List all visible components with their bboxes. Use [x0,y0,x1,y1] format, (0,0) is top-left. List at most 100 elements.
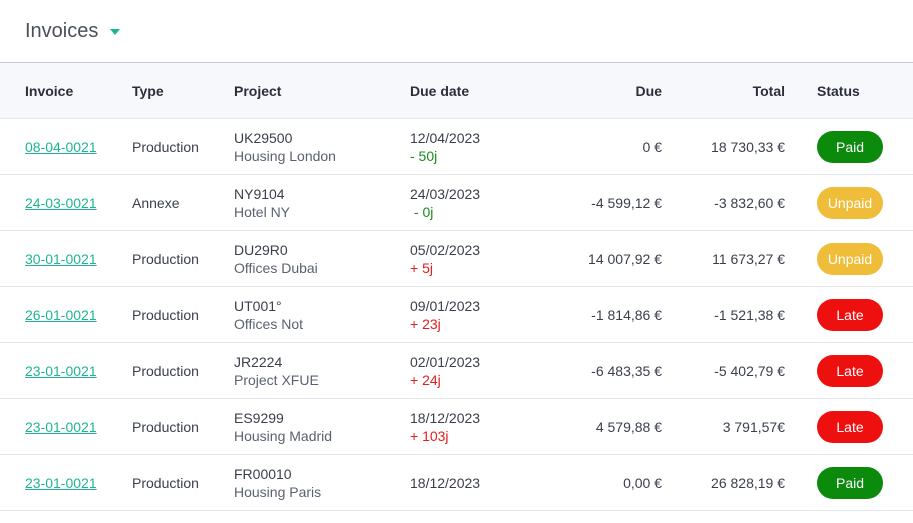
page-title: Invoices [25,19,99,42]
project-cell: UT001° Offices Not [234,297,410,333]
total-amount: 3 791,57€ [722,418,785,435]
invoice-cell: 30-01-0021 [0,251,132,267]
type-cell: Production [132,251,234,267]
invoice-link[interactable]: 23-01-0021 [25,418,97,435]
due-delta: + 24j [410,371,441,388]
due-date: 09/01/2023 [410,297,481,314]
due-date-cell: 02/01/2023 + 24j [410,353,520,389]
due-delta: + 23j [410,315,441,332]
table-row[interactable]: 23-01-0021 Production JR2224 Project XFUE 02… [0,343,913,399]
type-text: Production [132,362,199,379]
project-name: Offices Not [234,315,303,332]
status-badge: Unpaid [817,186,883,219]
project-cell: ES9299 Housing Madrid [234,409,410,445]
due-delta: + 103j [410,427,449,444]
due-delta: - 0j [410,203,434,220]
status-badge: Late [817,410,883,443]
table-row[interactable]: 24-03-0021 Annexe NY9104 Hotel NY 24/03/2023… [0,175,913,231]
due-amount: -1 814,86 € [591,306,662,323]
due-date: 18/12/2023 [410,409,481,426]
table-body: 08-04-0021 Production UK29500 Housing Londo… [0,119,913,511]
status-cell: Late [785,354,883,387]
table-row[interactable]: 23-01-0021 Production FR00010 Housing Paris… [0,455,913,511]
status-cell: Paid [785,466,883,499]
column-header-invoice[interactable]: Invoice [25,82,74,99]
column-header-due[interactable]: Due [635,82,662,99]
due-delta: + 5j [410,259,433,276]
project-cell: DU29R0 Offices Dubai [234,241,410,277]
page-header: Invoices [0,0,913,63]
due-amount: 0,00 € [623,474,662,491]
invoice-cell: 23-01-0021 [0,363,132,379]
due-date-cell: 18/12/2023 [410,474,520,492]
due-date-cell: 24/03/2023 - 0j [410,185,520,221]
total-amount: 26 828,19 € [711,474,785,491]
project-code: ES9299 [234,409,284,426]
status-badge: Paid [817,130,883,163]
table-row[interactable]: 26-01-0021 Production UT001° Offices Not 09/… [0,287,913,343]
due-date-cell: 05/02/2023 + 5j [410,241,520,277]
project-cell: JR2224 Project XFUE [234,353,410,389]
project-cell: FR00010 Housing Paris [234,465,410,501]
type-cell: Production [132,307,234,323]
invoice-link[interactable]: 23-01-0021 [25,474,97,491]
project-name: Housing Madrid [234,427,333,444]
project-name: Project XFUE [234,371,319,388]
table-header: Invoice Type Project Due date Due Total … [0,63,913,119]
column-header-due-date[interactable]: Due date [410,82,470,99]
project-code: UK29500 [234,129,293,146]
due-delta: - 50j [410,147,438,164]
status-cell: Late [785,298,883,331]
invoice-cell: 26-01-0021 [0,307,132,323]
column-header-status[interactable]: Status [817,82,860,99]
chevron-down-icon[interactable] [110,29,121,35]
type-text: Production [132,306,199,323]
table-row[interactable]: 08-04-0021 Production UK29500 Housing Londo… [0,119,913,175]
due-amount: -6 483,35 € [591,362,662,379]
invoice-link[interactable]: 30-01-0021 [25,250,97,267]
invoice-link[interactable]: 26-01-0021 [25,306,97,323]
project-code: FR00010 [234,465,292,482]
invoice-cell: 24-03-0021 [0,195,132,211]
due-date: 02/01/2023 [410,353,481,370]
status-cell: Unpaid [785,242,883,275]
project-cell: NY9104 Hotel NY [234,185,410,221]
due-amount: 4 579,88 € [595,418,662,435]
invoice-link[interactable]: 23-01-0021 [25,362,97,379]
due-date: 24/03/2023 [410,185,481,202]
project-name: Hotel NY [234,203,291,220]
status-badge: Late [817,298,883,331]
status-cell: Unpaid [785,186,883,219]
status-badge: Late [817,354,883,387]
column-header-project[interactable]: Project [234,82,282,99]
table-row[interactable]: 30-01-0021 Production DU29R0 Offices Dubai 0… [0,231,913,287]
project-code: NY9104 [234,185,285,202]
total-amount: 18 730,33 € [711,138,785,155]
project-name: Housing London [234,147,336,164]
invoice-cell: 23-01-0021 [0,419,132,435]
invoice-link[interactable]: 08-04-0021 [25,138,97,155]
due-amount: 14 007,92 € [588,250,662,267]
type-cell: Production [132,363,234,379]
project-cell: UK29500 Housing London [234,129,410,165]
due-date: 05/02/2023 [410,241,481,258]
type-text: Production [132,418,199,435]
due-date: 18/12/2023 [410,474,481,491]
type-cell: Production [132,475,234,491]
invoice-cell: 23-01-0021 [0,475,132,491]
type-text: Annexe [132,194,180,211]
total-amount: -1 521,38 € [714,306,785,323]
due-date-cell: 18/12/2023 + 103j [410,409,520,445]
column-header-type[interactable]: Type [132,82,164,99]
column-header-total[interactable]: Total [752,82,785,99]
table-row[interactable]: 23-01-0021 Production ES9299 Housing Madrid… [0,399,913,455]
type-cell: Production [132,419,234,435]
total-amount: 11 673,27 € [712,250,785,267]
status-badge: Paid [817,466,883,499]
project-name: Housing Paris [234,483,322,500]
total-amount: -3 832,60 € [714,194,785,211]
status-cell: Paid [785,130,883,163]
invoice-link[interactable]: 24-03-0021 [25,194,97,211]
invoice-cell: 08-04-0021 [0,139,132,155]
project-name: Offices Dubai [234,259,318,276]
